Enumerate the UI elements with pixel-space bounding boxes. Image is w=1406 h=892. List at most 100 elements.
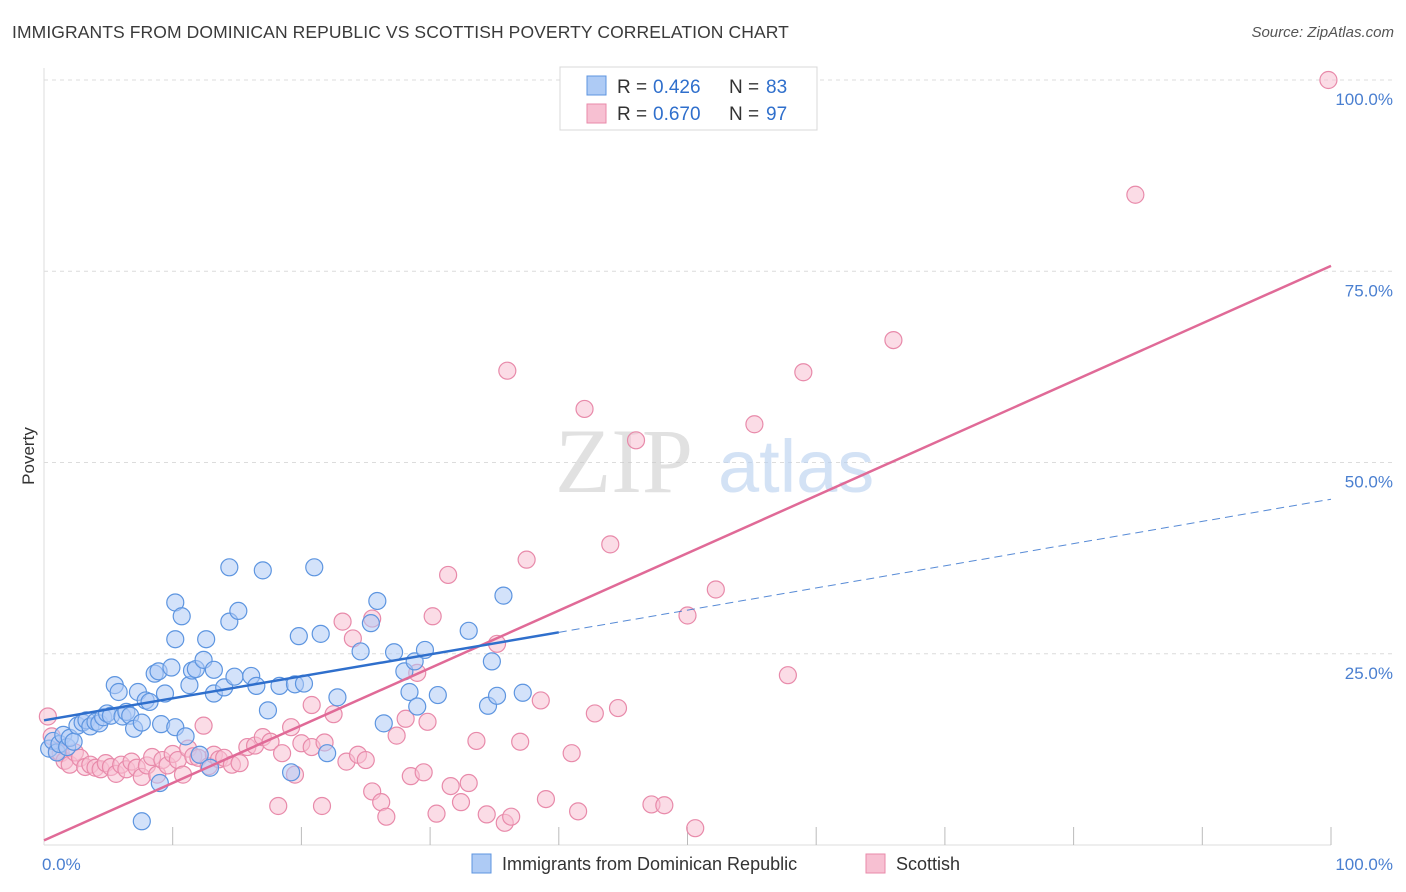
- scottish-point: [794, 363, 813, 382]
- scottish-point: [439, 565, 458, 585]
- dominican-point: [428, 685, 447, 705]
- scottish-point: [678, 606, 697, 625]
- dominican-point: [176, 727, 195, 746]
- dominican-point: [311, 624, 330, 643]
- scottish-point: [626, 431, 646, 450]
- dominican-point: [229, 601, 248, 621]
- series-legend-label-scottish: Scottish: [896, 854, 960, 874]
- dominican-point: [166, 630, 185, 649]
- dominican-point: [258, 701, 278, 720]
- legend-swatch-blue: [586, 75, 607, 96]
- dominican-point: [204, 660, 223, 679]
- dominican-trend-line-extension: [558, 498, 1332, 633]
- y-tick-label-50: 50.0%: [1345, 473, 1393, 492]
- scottish-point: [38, 707, 57, 726]
- scottish-point: [1126, 185, 1145, 204]
- scottish-point: [441, 776, 460, 796]
- scottish-point: [601, 535, 620, 554]
- scottish-point: [477, 805, 496, 824]
- scottish-point: [418, 712, 437, 731]
- scottish-point: [302, 695, 321, 715]
- watermark: ZIP atlas: [555, 410, 874, 512]
- dominican-point: [328, 688, 347, 707]
- scottish-point: [745, 415, 764, 434]
- scottish-point: [194, 716, 213, 735]
- dominican-point: [162, 658, 181, 677]
- dominican-points: [40, 558, 532, 831]
- scottish-point: [585, 704, 604, 723]
- legend-r-label-2: R =: [617, 104, 647, 125]
- x-tick-label-0: 0.0%: [42, 855, 81, 874]
- scottish-point: [396, 709, 415, 728]
- dominican-trend-line: [43, 631, 560, 722]
- y-tick-labels: 25.0% 50.0% 75.0% 100.0%: [1335, 90, 1393, 683]
- series-legend-label-dominican: Immigrants from Dominican Republic: [502, 854, 797, 874]
- scottish-point: [312, 796, 332, 816]
- scottish-point: [333, 612, 352, 631]
- dominican-point: [494, 586, 513, 605]
- scottish-point: [569, 802, 588, 821]
- dominican-point: [220, 558, 239, 577]
- scottish-point: [517, 550, 536, 569]
- dominican-point: [282, 763, 301, 782]
- dominican-point: [374, 714, 393, 733]
- legend-r-value-1: 0.426: [653, 77, 701, 98]
- dominican-point: [197, 630, 216, 649]
- scottish-point: [414, 763, 433, 782]
- scottish-point: [706, 580, 725, 599]
- scottish-point: [427, 804, 446, 823]
- scottish-point: [536, 789, 556, 809]
- scottish-point: [451, 793, 471, 812]
- legend-n-value-1: 83: [766, 77, 787, 98]
- dominican-point: [132, 812, 151, 831]
- dominican-point: [318, 744, 337, 763]
- dominican-point: [172, 607, 191, 626]
- scottish-point: [531, 691, 550, 710]
- y-tick-label-25: 25.0%: [1345, 664, 1393, 683]
- dominican-point: [190, 745, 209, 764]
- x-tick-label-100: 100.0%: [1335, 855, 1393, 874]
- legend-r-value-2: 0.670: [653, 104, 701, 125]
- scottish-point: [467, 731, 486, 751]
- y-tick-label-100: 100.0%: [1335, 90, 1393, 109]
- stats-legend: R = 0.426 N = 83 R = 0.670 N = 97: [559, 66, 818, 131]
- scottish-point: [562, 744, 581, 763]
- series-legend-swatch-dominican: [471, 853, 492, 874]
- dominican-point: [487, 686, 507, 705]
- dominican-point: [361, 614, 380, 633]
- legend-n-label-1: N =: [729, 77, 759, 98]
- scottish-point: [1319, 70, 1338, 90]
- series-legend-swatch-scottish: [865, 853, 886, 874]
- scottish-point: [502, 807, 521, 826]
- scottish-point: [511, 732, 530, 751]
- x-axis-ticks: [172, 827, 1332, 845]
- dominican-point: [289, 627, 308, 646]
- dominican-point: [408, 697, 427, 716]
- dominican-point: [132, 713, 151, 732]
- dominican-point: [225, 667, 244, 686]
- dominican-point: [109, 682, 128, 702]
- legend-n-label-2: N =: [729, 104, 759, 125]
- scottish-point: [423, 607, 442, 626]
- scottish-point: [608, 698, 628, 718]
- scottish-point: [575, 399, 594, 419]
- dominican-point: [368, 591, 387, 611]
- scottish-point: [356, 750, 375, 770]
- dominican-point: [384, 643, 404, 662]
- trend-lines: [43, 264, 1332, 842]
- scottish-point: [377, 807, 396, 826]
- scottish-point: [230, 754, 249, 773]
- dominican-point: [305, 558, 324, 577]
- dominican-point: [64, 732, 83, 751]
- scottish-trend-line: [43, 264, 1332, 842]
- watermark-zip: ZIP: [555, 410, 693, 512]
- scottish-point: [272, 744, 292, 763]
- dominican-point: [459, 621, 478, 640]
- legend-r-label-1: R =: [617, 77, 647, 98]
- series-legend: Immigrants from Dominican Republic Scott…: [471, 853, 960, 874]
- watermark-atlas: atlas: [718, 425, 874, 508]
- y-axis-title: Poverty: [19, 427, 38, 485]
- scottish-point: [269, 796, 288, 816]
- y-tick-label-75: 75.0%: [1345, 281, 1393, 300]
